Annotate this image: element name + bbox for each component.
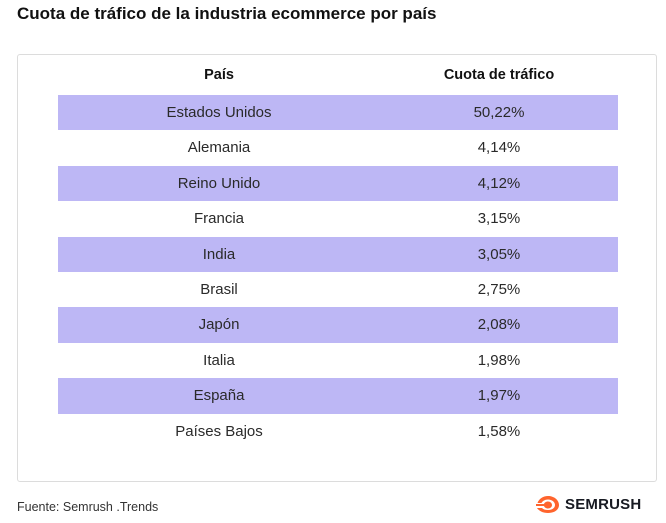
share-cell: 4,12% [477, 174, 521, 192]
table-row: España 1,97% [58, 378, 618, 414]
semrush-flame-icon [536, 496, 559, 513]
country-cell: Italia [203, 351, 235, 369]
country-cell: Reino Unido [177, 174, 261, 192]
share-cell: 2,75% [477, 280, 521, 298]
header-traffic-share: Cuota de tráfico [443, 67, 555, 83]
table-row: Brasil 2,75% [58, 272, 618, 307]
logo-wordmark: SEMRUSH [565, 495, 642, 513]
share-cell: 50,22% [473, 104, 525, 121]
country-cell: España [193, 387, 245, 405]
share-cell: 1,97% [477, 387, 521, 405]
share-cell: 3,05% [477, 245, 521, 263]
traffic-share-table: País Cuota de tráfico Estados Unidos 50,… [58, 55, 618, 449]
country-cell: India [202, 245, 236, 263]
header-country: País [204, 67, 234, 83]
table-row: India 3,05% [58, 236, 618, 272]
table-row: Países Bajos 1,58% [58, 414, 618, 449]
table-header: País Cuota de tráfico [58, 55, 618, 95]
table-row: Italia 1,98% [58, 343, 618, 378]
semrush-logo: SEMRUSH [535, 493, 641, 515]
table-row: Estados Unidos 50,22% [58, 95, 618, 131]
share-cell: 3,15% [477, 210, 521, 228]
share-cell: 4,14% [477, 139, 521, 157]
country-cell: Estados Unidos [166, 104, 272, 121]
country-cell: Países Bajos [175, 422, 263, 440]
table-row: Alemania 4,14% [58, 130, 618, 165]
table-row: Reino Unido 4,12% [58, 165, 618, 202]
source-note: Fuente: Semrush .Trends [17, 500, 159, 514]
table-card: País Cuota de tráfico Estados Unidos 50,… [17, 54, 657, 482]
country-cell: Brasil [200, 280, 238, 298]
table-row: Japón 2,08% [58, 307, 618, 343]
country-cell: Japón [198, 316, 240, 334]
country-cell: Alemania [187, 139, 251, 157]
page-title: Cuota de tráfico de la industria ecommer… [17, 4, 437, 23]
share-cell: 1,58% [477, 422, 521, 440]
share-cell: 2,08% [477, 316, 521, 334]
share-cell: 1,98% [477, 351, 521, 369]
table-row: Francia 3,15% [58, 201, 618, 236]
country-cell: Francia [193, 210, 245, 228]
